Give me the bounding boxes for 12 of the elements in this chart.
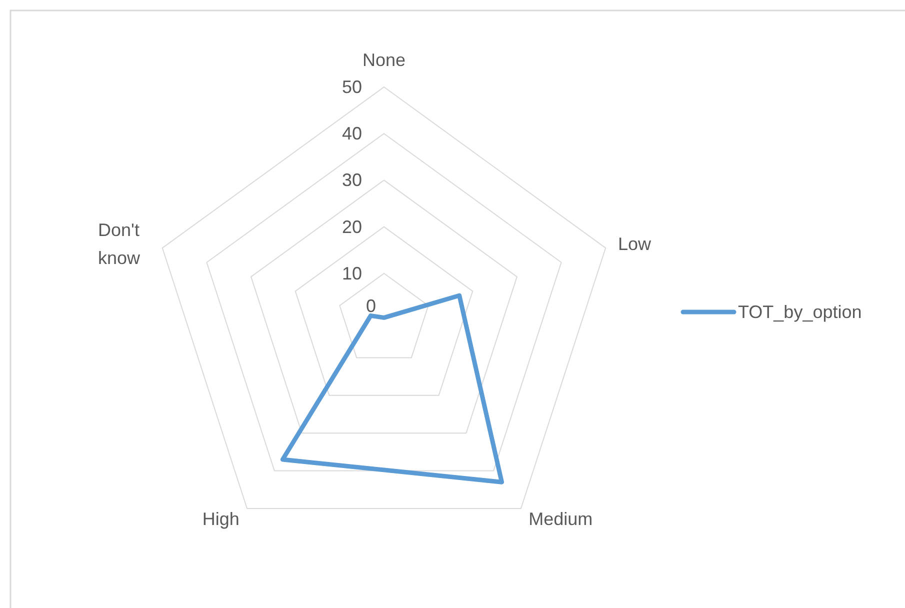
spoke-label: High — [202, 509, 240, 530]
spoke-label: Don't know — [98, 220, 142, 268]
legend-label: TOT_by_option — [738, 302, 862, 322]
y-tick-label: 40 — [342, 124, 362, 144]
y-tick-label: 50 — [342, 77, 362, 97]
y-tick-label: 20 — [342, 216, 362, 237]
spoke-label: Medium — [528, 509, 593, 530]
y-tick-label: 0 — [366, 296, 376, 316]
spoke-label: Low — [618, 234, 652, 254]
y-tick-label: 30 — [342, 170, 362, 190]
spoke-label: None — [362, 50, 406, 70]
y-tick-label: 10 — [342, 263, 362, 284]
